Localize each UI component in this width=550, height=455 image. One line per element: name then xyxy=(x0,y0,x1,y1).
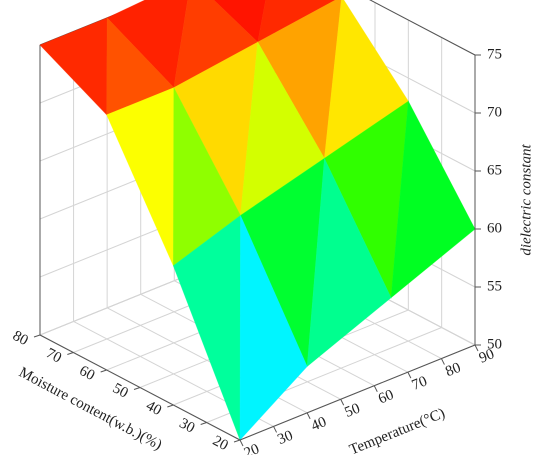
y-tick-label: 90 xyxy=(477,346,497,366)
y-tick-label: 40 xyxy=(309,414,329,434)
x-tick xyxy=(33,334,41,338)
z-tick-label: 55 xyxy=(487,278,502,294)
x-tick-label: 70 xyxy=(43,345,64,366)
z-tick-label: 60 xyxy=(487,220,502,236)
y-axis xyxy=(239,344,476,441)
surface xyxy=(39,0,476,441)
y-tick xyxy=(440,358,445,365)
z-tick-label: 70 xyxy=(487,104,502,120)
x-tick-label: 30 xyxy=(177,415,198,436)
y-axis-label: Temperature(°C) xyxy=(347,406,447,455)
surface-facet xyxy=(239,215,308,441)
y-tick-label: 70 xyxy=(410,373,430,393)
x-tick xyxy=(100,369,107,373)
y-tick xyxy=(407,371,412,379)
x-tick xyxy=(233,439,241,443)
x-tick-label: 50 xyxy=(110,380,131,401)
x-tick xyxy=(133,387,141,390)
surface-facet xyxy=(306,157,392,368)
y-tick-label: 50 xyxy=(343,401,363,421)
y-tick xyxy=(273,426,278,433)
x-tick xyxy=(67,352,74,355)
z-tick-label: 65 xyxy=(487,162,502,178)
surface-facet xyxy=(390,100,476,299)
x-tick-label: 60 xyxy=(77,363,98,384)
y-tick xyxy=(373,385,378,392)
y-tick xyxy=(239,439,244,447)
x-tick-label: 40 xyxy=(143,398,164,419)
y-tick-label: 20 xyxy=(242,441,262,455)
x-tick-label: 80 xyxy=(10,328,31,349)
y-tick-label: 30 xyxy=(275,428,295,448)
y-tick-label: 60 xyxy=(376,387,396,407)
x-tick xyxy=(200,422,207,425)
x-tick xyxy=(167,404,174,408)
x-tick-label: 20 xyxy=(210,433,231,454)
z-tick-label: 50 xyxy=(487,336,502,352)
y-tick-label: 80 xyxy=(443,360,463,380)
box-edge xyxy=(369,0,476,56)
z-axis-label: dielectric constant xyxy=(518,144,534,256)
y-tick xyxy=(306,412,311,420)
y-tick xyxy=(474,344,479,352)
z-tick-label: 75 xyxy=(487,46,502,62)
y-tick xyxy=(340,399,345,406)
